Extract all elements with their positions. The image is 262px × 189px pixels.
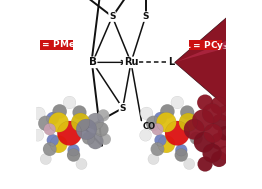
Text: S: S (119, 104, 126, 113)
Circle shape (44, 123, 56, 135)
Circle shape (100, 134, 111, 145)
Circle shape (184, 119, 205, 140)
Circle shape (50, 136, 67, 153)
Circle shape (76, 158, 87, 170)
FancyBboxPatch shape (40, 40, 73, 50)
Circle shape (146, 116, 161, 131)
Circle shape (73, 105, 86, 119)
Circle shape (46, 112, 59, 125)
Circle shape (217, 106, 232, 121)
Circle shape (32, 107, 45, 120)
FancyBboxPatch shape (189, 40, 222, 50)
Text: S: S (142, 12, 149, 21)
Circle shape (202, 104, 222, 123)
Circle shape (211, 133, 227, 149)
Text: Ru: Ru (124, 57, 138, 67)
Circle shape (87, 113, 104, 130)
Circle shape (197, 94, 213, 110)
Circle shape (68, 144, 79, 156)
Circle shape (57, 121, 82, 146)
Circle shape (210, 97, 228, 114)
Circle shape (49, 112, 69, 132)
Circle shape (175, 149, 188, 162)
Text: L: L (169, 57, 175, 67)
Circle shape (40, 153, 51, 165)
Circle shape (156, 112, 176, 132)
Circle shape (38, 116, 53, 131)
Circle shape (67, 149, 80, 162)
Circle shape (218, 126, 232, 140)
Text: L = PCy$_3$: L = PCy$_3$ (184, 39, 228, 52)
Ellipse shape (240, 0, 262, 129)
Circle shape (184, 158, 195, 170)
Circle shape (140, 129, 151, 141)
Polygon shape (177, 31, 250, 61)
Circle shape (155, 134, 166, 146)
Circle shape (140, 107, 153, 120)
Circle shape (71, 113, 90, 132)
Circle shape (148, 153, 159, 165)
Circle shape (198, 156, 213, 172)
Text: L = PMe$_3$: L = PMe$_3$ (33, 39, 80, 51)
Circle shape (158, 136, 175, 153)
Circle shape (175, 144, 187, 156)
Circle shape (192, 109, 214, 131)
Circle shape (52, 104, 67, 119)
Text: B: B (89, 57, 96, 67)
Circle shape (204, 124, 222, 143)
Circle shape (180, 105, 194, 119)
Circle shape (171, 96, 184, 109)
Circle shape (76, 119, 97, 140)
Circle shape (190, 132, 203, 145)
Circle shape (88, 133, 103, 149)
Polygon shape (175, 0, 252, 129)
Circle shape (63, 96, 76, 109)
Circle shape (94, 122, 108, 136)
Circle shape (179, 113, 198, 132)
Circle shape (218, 146, 232, 160)
Circle shape (160, 104, 174, 119)
Circle shape (151, 123, 163, 135)
Text: S: S (109, 12, 116, 21)
Circle shape (203, 144, 222, 163)
Circle shape (43, 142, 57, 156)
Circle shape (212, 114, 228, 131)
Circle shape (165, 121, 190, 146)
Circle shape (97, 109, 109, 121)
Circle shape (151, 142, 164, 156)
Circle shape (82, 132, 95, 145)
Circle shape (47, 134, 59, 146)
Circle shape (154, 112, 167, 125)
Circle shape (32, 129, 44, 141)
Circle shape (194, 132, 214, 153)
Text: CO: CO (143, 122, 156, 131)
Circle shape (211, 151, 227, 167)
